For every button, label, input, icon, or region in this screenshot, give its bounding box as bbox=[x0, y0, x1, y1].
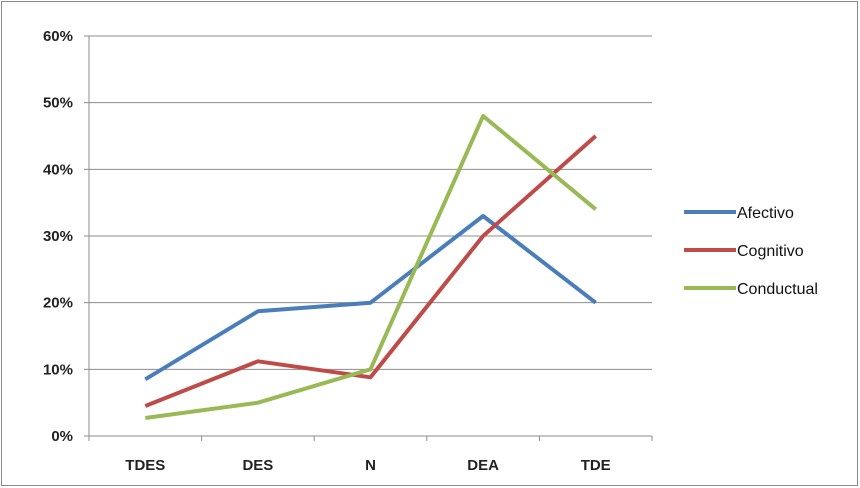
y-tick-labels: 0% 10% 20% 30% 40% 50% 60% bbox=[43, 28, 73, 445]
x-tick-label: N bbox=[365, 457, 376, 474]
y-tick-label: 40% bbox=[43, 161, 73, 178]
series-lines bbox=[144, 114, 598, 420]
y-tick-label: 60% bbox=[43, 28, 73, 45]
y-tick-label: 10% bbox=[43, 361, 73, 378]
y-tick-label: 20% bbox=[43, 295, 73, 312]
legend: Afectivo Cognitivo Conductual bbox=[684, 205, 818, 298]
y-tick-label: 50% bbox=[43, 95, 73, 112]
legend-label: Afectivo bbox=[737, 205, 794, 222]
series-line-conductual bbox=[145, 114, 597, 420]
series-line-afectivo bbox=[144, 214, 597, 382]
y-tick-label: 30% bbox=[43, 228, 73, 245]
axes bbox=[84, 35, 653, 441]
legend-label: Cognitivo bbox=[737, 243, 804, 260]
x-tick-label: TDE bbox=[581, 457, 611, 474]
y-tick-label: 0% bbox=[51, 428, 73, 445]
gridlines bbox=[89, 35, 652, 370]
x-tick-label: DEA bbox=[467, 457, 499, 474]
x-tick-label: DES bbox=[242, 457, 273, 474]
legend-label: Conductual bbox=[737, 281, 818, 298]
x-tick-labels: TDES DES N DEA TDE bbox=[125, 457, 610, 474]
x-tick-label: TDES bbox=[125, 457, 165, 474]
